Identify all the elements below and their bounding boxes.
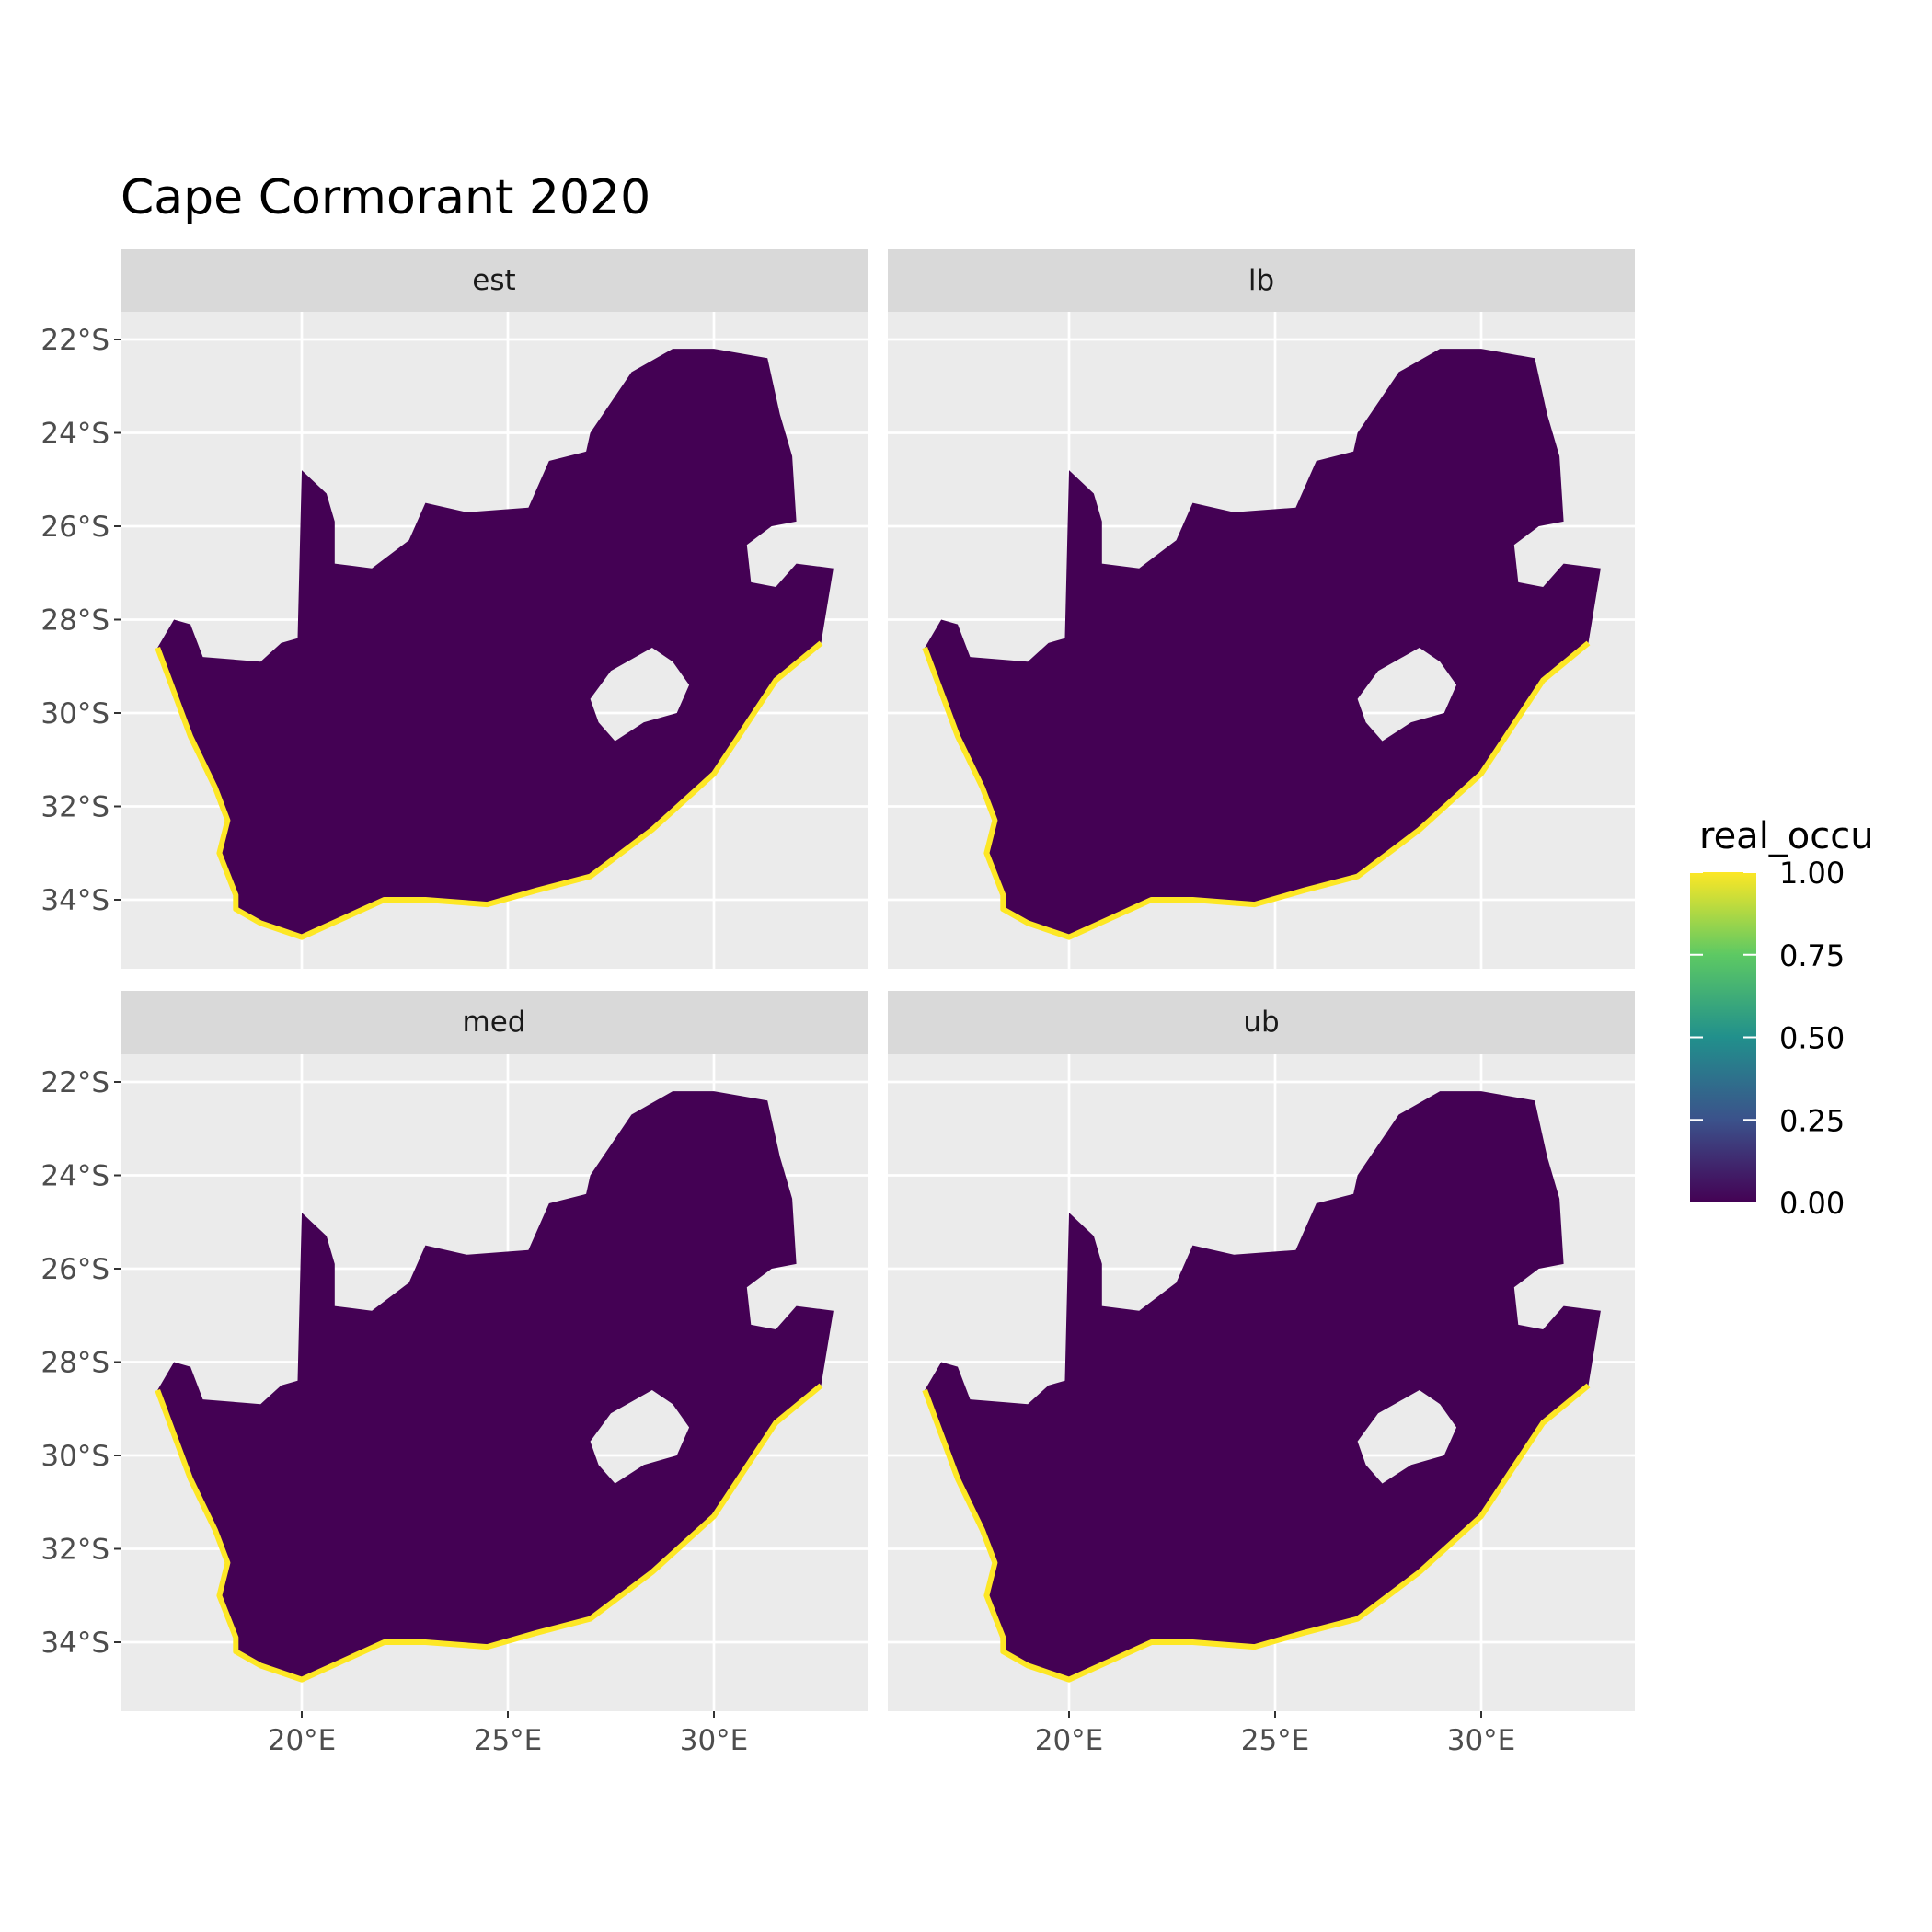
x-tick-label: 25°E [1241,1724,1310,1757]
y-tick-label: 34°S [40,884,109,917]
legend-tick-label: 1.00 [1779,856,1845,891]
facet-panel-est: est 22°S 24°S 26°S 28°S 30°S 32°S 34°S [40,249,868,969]
y-tick-label: 26°S [40,511,109,544]
coastline-high-occupancy [922,640,1591,940]
legend-tick-label: 0.25 [1779,1103,1845,1138]
y-tick-label: 24°S [40,418,109,451]
chart-title: Cape Cormorant 2020 [121,170,650,225]
y-tick-label: 22°S [40,324,109,357]
coastline-high-occupancy [155,1383,823,1683]
facet-strip [121,991,868,1054]
occupancy-raster [157,349,834,937]
facet-panel-med: med 20°E 25°E 30°E 22°S 24°S 26°S 28°S 30°S 32°S 3… [40,991,868,1757]
legend-tick-label: 0.50 [1779,1021,1845,1056]
x-tick-label: 25°E [474,1724,543,1757]
legend-tick-label: 0.00 [1779,1186,1845,1221]
legend-title: real_occu [1699,815,1874,857]
occupancy-raster [157,1091,834,1680]
x-tick-label: 30°E [680,1724,749,1757]
facet-panel-ub: ub 20°E 25°E 30°E [888,991,1635,1757]
y-tick-label: 26°S [40,1253,109,1286]
facet-label: med [463,1006,526,1039]
y-tick-label: 32°S [40,791,109,824]
y-tick-label: 28°S [40,1347,109,1380]
facet-strip [888,249,1635,312]
coastline-high-occupancy [922,1383,1591,1683]
y-tick-label: 28°S [40,604,109,638]
x-tick-label: 30°E [1447,1724,1516,1757]
y-tick-label: 24°S [40,1160,109,1193]
occupancy-raster [925,349,1601,937]
occupancy-raster [925,1091,1601,1680]
y-tick-label: 22°S [40,1066,109,1099]
x-tick-label: 20°E [268,1724,337,1757]
facet-label: est [472,264,515,297]
x-tick-label: 20°E [1035,1724,1104,1757]
y-tick-label: 34°S [40,1627,109,1660]
facet-strip [888,991,1635,1054]
facet-strip [121,249,868,312]
coastline-high-occupancy [155,640,823,940]
legend-tick-label: 0.75 [1779,938,1845,973]
y-tick-label: 30°S [40,1440,109,1473]
y-tick-label: 30°S [40,697,109,730]
legend: real_occu 1.00 0.75 0.50 0.25 0.00 [1690,815,1874,1221]
facet-panel-lb: lb [888,249,1635,969]
y-tick-label: 32°S [40,1534,109,1567]
facet-label: ub [1243,1006,1279,1039]
facet-label: lb [1248,264,1274,297]
